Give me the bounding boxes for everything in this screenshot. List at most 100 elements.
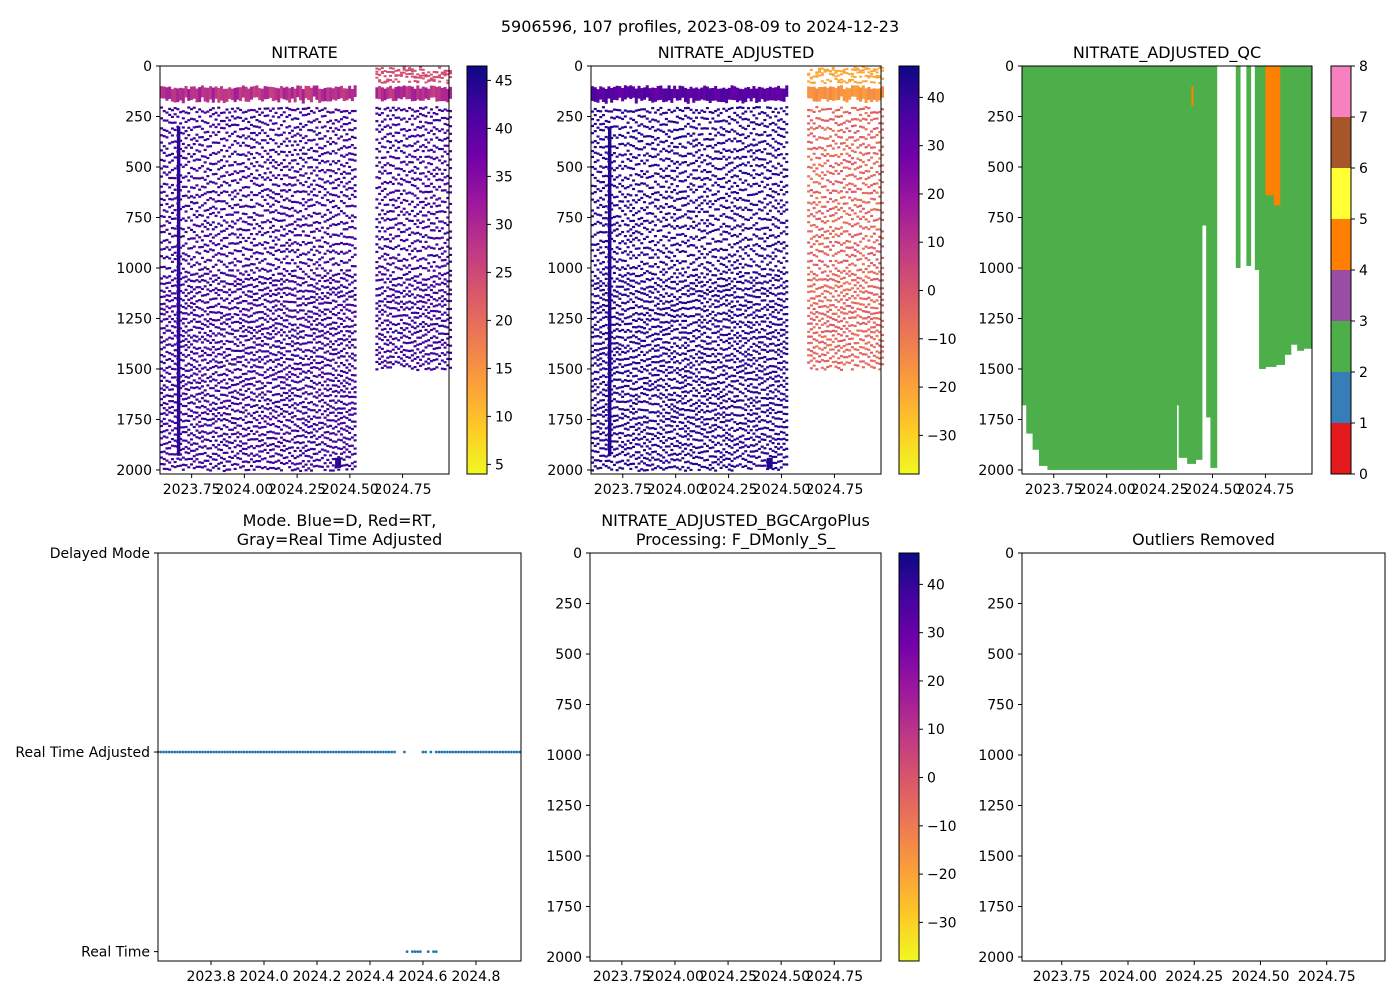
profile-sample bbox=[258, 275, 262, 278]
profile-sample bbox=[397, 157, 401, 160]
profile-sample bbox=[427, 202, 431, 205]
profile-sample bbox=[173, 427, 177, 430]
profile-sample bbox=[290, 176, 294, 179]
profile-sample bbox=[214, 431, 218, 434]
profile-sample bbox=[233, 211, 237, 214]
profile-sample bbox=[326, 372, 330, 375]
profile-sample bbox=[184, 369, 188, 372]
profile-sample bbox=[269, 443, 273, 446]
profile-sample bbox=[440, 313, 444, 316]
profile-sample bbox=[181, 305, 185, 309]
profile-sample bbox=[209, 322, 213, 325]
profile-sample bbox=[449, 247, 453, 250]
colorbar-tick-label: 40 bbox=[495, 121, 513, 137]
profile-sample bbox=[279, 381, 283, 384]
profile-sample bbox=[394, 246, 398, 249]
profile-sample bbox=[252, 376, 256, 380]
profile-sample bbox=[290, 454, 294, 457]
profile-sample bbox=[187, 106, 191, 109]
profile-sample bbox=[353, 247, 357, 250]
profile-sample bbox=[263, 149, 267, 153]
profile-sample bbox=[233, 204, 237, 207]
profile-sample bbox=[255, 311, 259, 314]
profile-sample bbox=[599, 375, 603, 379]
profile-sample bbox=[416, 316, 420, 319]
profile-sample bbox=[421, 172, 425, 175]
profile-sample bbox=[329, 345, 333, 349]
profile-sample bbox=[288, 199, 292, 202]
profile-sample bbox=[239, 410, 243, 413]
profile-sample bbox=[203, 161, 207, 164]
profile-sample bbox=[269, 326, 273, 329]
profile-sample bbox=[296, 117, 300, 120]
profile-sample bbox=[320, 196, 324, 199]
profile-sample bbox=[315, 133, 319, 136]
profile-sample bbox=[353, 298, 357, 301]
profile-sample bbox=[263, 281, 267, 285]
panel-title: NITRATE bbox=[271, 43, 338, 62]
profile-sample bbox=[271, 165, 275, 168]
profile-sample bbox=[269, 269, 273, 272]
profile-sample bbox=[249, 405, 253, 408]
profile-sample bbox=[440, 155, 444, 158]
profile-sample bbox=[389, 327, 393, 330]
profile-sample bbox=[189, 443, 194, 446]
profile-sample bbox=[258, 126, 262, 129]
profile-sample bbox=[258, 380, 262, 383]
profile-sample bbox=[285, 224, 289, 227]
profile-sample bbox=[228, 441, 232, 444]
profile-sample bbox=[239, 466, 243, 469]
profile-sample bbox=[350, 311, 354, 314]
profile-sample bbox=[209, 240, 213, 243]
profile-sample bbox=[290, 166, 294, 169]
profile-sample bbox=[282, 189, 286, 192]
profile-sample bbox=[195, 465, 199, 468]
profile-sample bbox=[285, 241, 289, 244]
profile-sample bbox=[277, 467, 281, 470]
profile-sample bbox=[348, 402, 352, 405]
profile-sample bbox=[296, 429, 300, 433]
profile-sample bbox=[233, 467, 237, 471]
profile-sample bbox=[263, 122, 267, 125]
profile-sample bbox=[258, 336, 262, 340]
profile-sample bbox=[230, 299, 234, 303]
profile-sample bbox=[162, 110, 166, 113]
profile-sample bbox=[170, 400, 174, 403]
profile-sample bbox=[255, 177, 259, 180]
profile-sample bbox=[309, 456, 313, 459]
profile-sample bbox=[334, 251, 338, 254]
profile-sample bbox=[296, 162, 300, 165]
profile-sample bbox=[225, 433, 229, 436]
profile-sample bbox=[334, 214, 338, 217]
profile-sample bbox=[290, 135, 294, 138]
profile-sample bbox=[389, 312, 393, 315]
profile-sample bbox=[397, 296, 401, 299]
profile-sample bbox=[279, 177, 283, 181]
profile-sample bbox=[329, 394, 333, 397]
profile-sample bbox=[228, 194, 232, 197]
profile-sample bbox=[421, 114, 425, 117]
profile-sample bbox=[209, 259, 213, 262]
profile-sample bbox=[181, 156, 185, 159]
profile-sample bbox=[247, 295, 251, 298]
surface-band bbox=[318, 88, 322, 103]
surface-speck bbox=[408, 72, 412, 75]
profile-sample bbox=[329, 419, 333, 422]
profile-sample bbox=[187, 388, 191, 391]
profile-sample bbox=[309, 371, 313, 374]
profile-sample bbox=[179, 311, 183, 314]
profile-sample bbox=[236, 142, 240, 145]
profile-sample bbox=[269, 289, 273, 292]
profile-sample bbox=[599, 145, 603, 149]
profile-sample bbox=[309, 355, 313, 359]
profile-sample bbox=[320, 226, 324, 229]
profile-sample bbox=[203, 155, 207, 158]
profile-sample bbox=[209, 462, 213, 465]
profile-sample bbox=[419, 300, 423, 303]
profile-sample bbox=[179, 189, 183, 192]
profile-sample bbox=[198, 437, 202, 440]
profile-sample bbox=[189, 374, 194, 377]
profile-sample bbox=[285, 410, 289, 413]
profile-sample bbox=[353, 465, 357, 468]
profile-sample bbox=[260, 417, 264, 420]
